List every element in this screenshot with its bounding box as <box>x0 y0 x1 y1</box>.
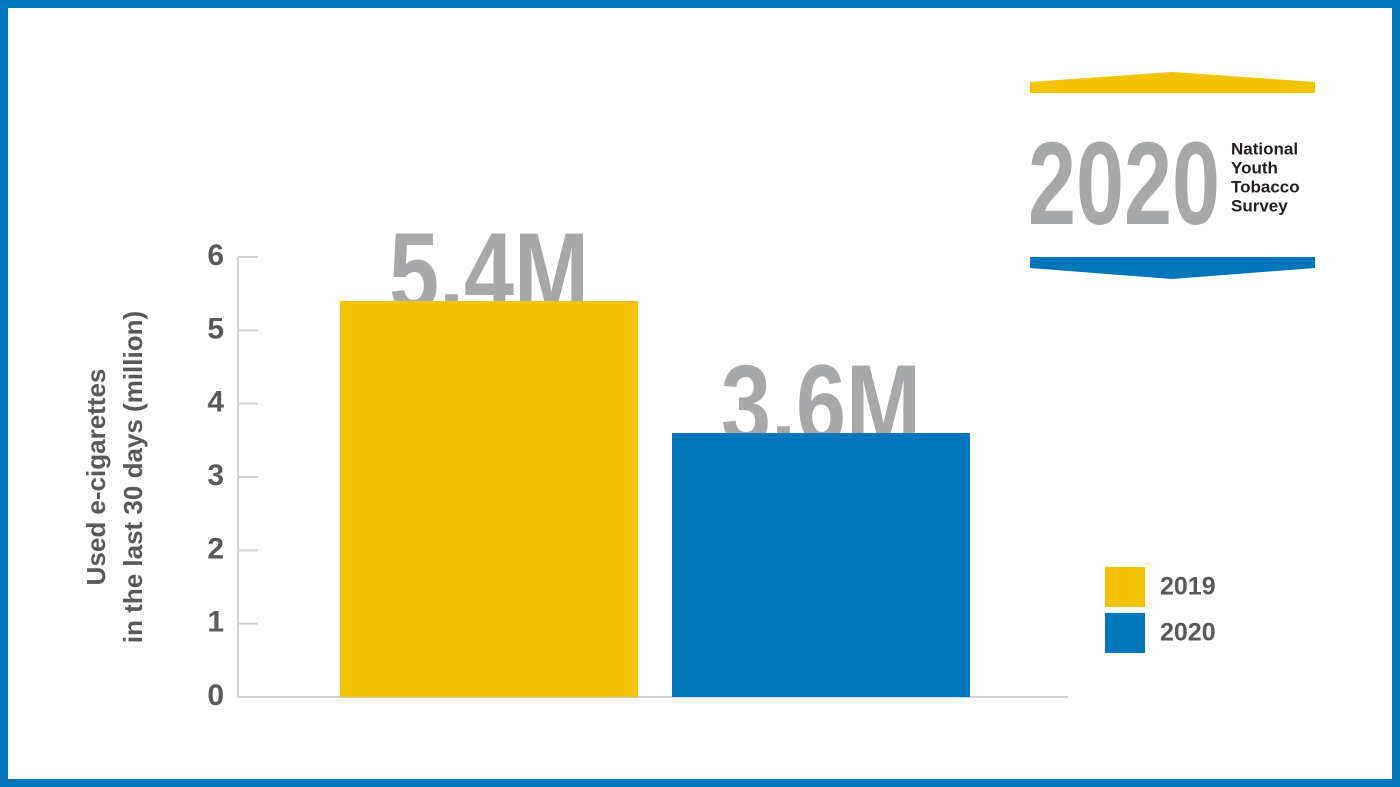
y-tick-label: 3 <box>207 459 224 492</box>
y-axis-label: Used e-cigarettes <box>81 369 111 586</box>
y-tick-label: 2 <box>207 532 224 565</box>
logo-text: Survey <box>1231 196 1288 215</box>
bar <box>672 433 970 697</box>
logo-text: Youth <box>1231 158 1278 177</box>
legend-swatch <box>1105 567 1145 607</box>
logo-year: 2020 <box>1028 118 1220 250</box>
logo-bottom-bar <box>1030 257 1315 279</box>
y-axis-label: in the last 30 days (million) <box>118 311 148 643</box>
logo-top-bar <box>1030 72 1315 93</box>
logo-text: Tobacco <box>1231 177 1300 196</box>
bar <box>340 301 638 697</box>
legend-label: 2019 <box>1160 573 1216 601</box>
logo-text: National <box>1231 139 1298 158</box>
legend-label: 2020 <box>1160 619 1216 647</box>
y-tick-label: 6 <box>207 239 224 272</box>
y-tick-label: 5 <box>207 312 224 345</box>
y-tick-label: 4 <box>207 386 224 419</box>
y-tick-label: 0 <box>207 679 224 712</box>
legend-swatch <box>1105 613 1145 653</box>
y-tick-label: 1 <box>207 606 224 639</box>
